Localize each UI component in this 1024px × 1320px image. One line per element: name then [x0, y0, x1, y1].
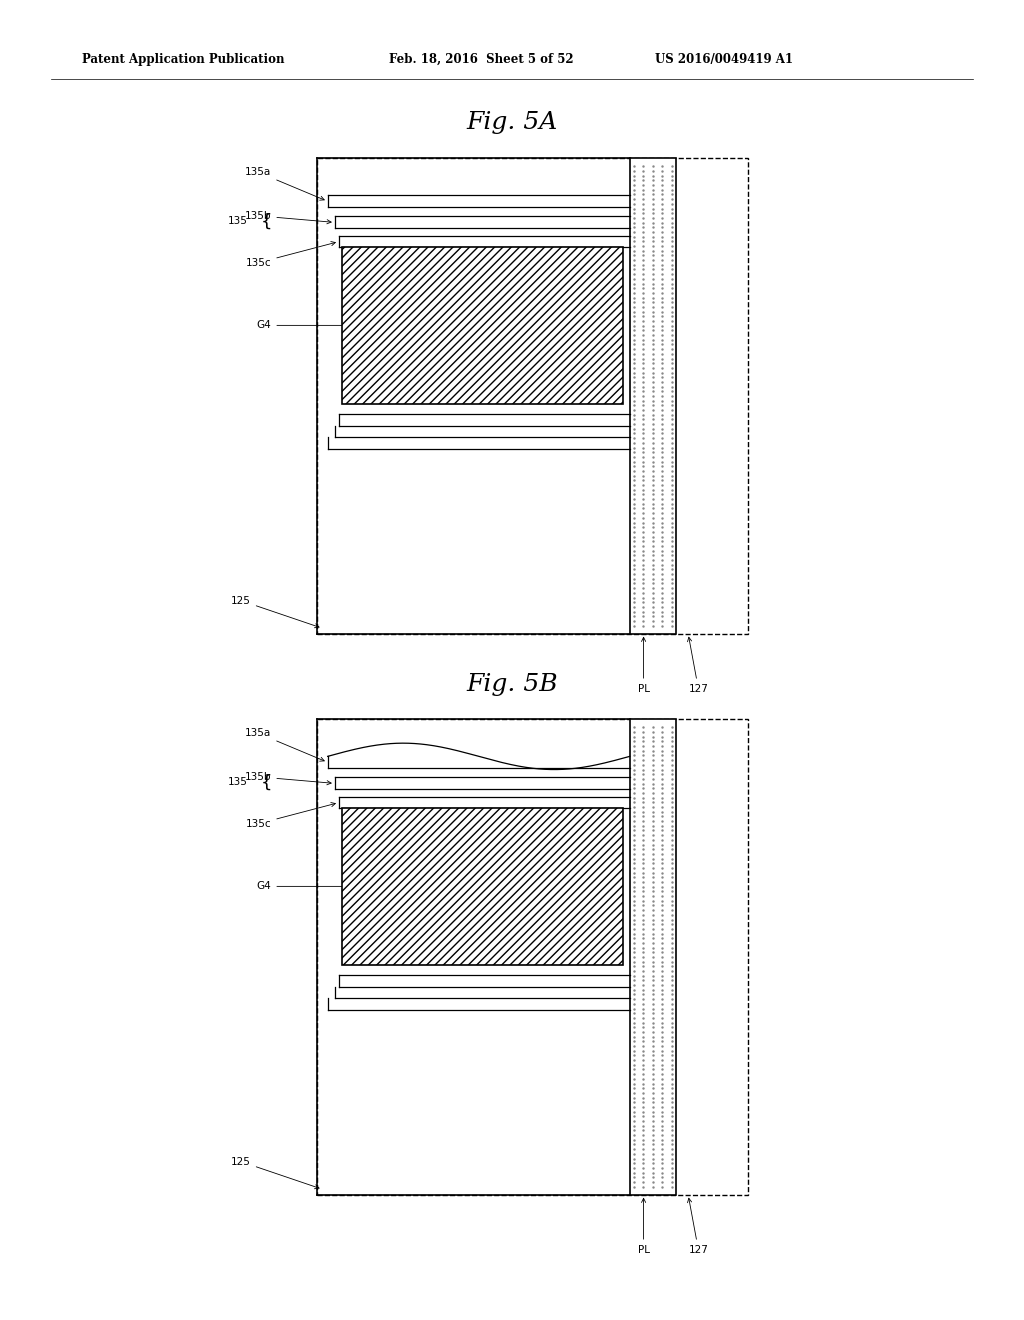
- Text: Patent Application Publication: Patent Application Publication: [82, 53, 285, 66]
- Bar: [342, 808, 623, 965]
- Text: 125: 125: [231, 1156, 319, 1189]
- Text: 135a: 135a: [245, 168, 325, 201]
- Bar: [630, 158, 676, 634]
- Text: Feb. 18, 2016  Sheet 5 of 52: Feb. 18, 2016 Sheet 5 of 52: [389, 53, 573, 66]
- Text: 127: 127: [687, 1199, 709, 1255]
- Bar: [317, 158, 748, 634]
- Text: 135b: 135b: [245, 211, 331, 224]
- Bar: [317, 719, 748, 1195]
- Text: {: {: [260, 213, 272, 231]
- Text: {: {: [260, 774, 272, 792]
- Text: 135b: 135b: [245, 772, 331, 785]
- Bar: [630, 719, 676, 1195]
- Text: US 2016/0049419 A1: US 2016/0049419 A1: [655, 53, 794, 66]
- Text: 135c: 135c: [246, 803, 335, 829]
- Text: PL: PL: [638, 1199, 649, 1255]
- Text: 127: 127: [687, 638, 709, 694]
- Text: 135: 135: [228, 777, 248, 788]
- Text: PL: PL: [638, 638, 649, 694]
- Text: 135a: 135a: [245, 729, 325, 762]
- Text: 135: 135: [228, 216, 248, 227]
- Bar: [630, 158, 676, 634]
- Text: Fig. 5B: Fig. 5B: [466, 673, 558, 696]
- Text: 135c: 135c: [246, 242, 335, 268]
- Text: Fig. 5A: Fig. 5A: [466, 111, 558, 133]
- Text: 125: 125: [231, 595, 319, 628]
- Text: G4: G4: [257, 882, 348, 891]
- Bar: [630, 719, 676, 1195]
- Text: G4: G4: [257, 321, 348, 330]
- Bar: [342, 247, 623, 404]
